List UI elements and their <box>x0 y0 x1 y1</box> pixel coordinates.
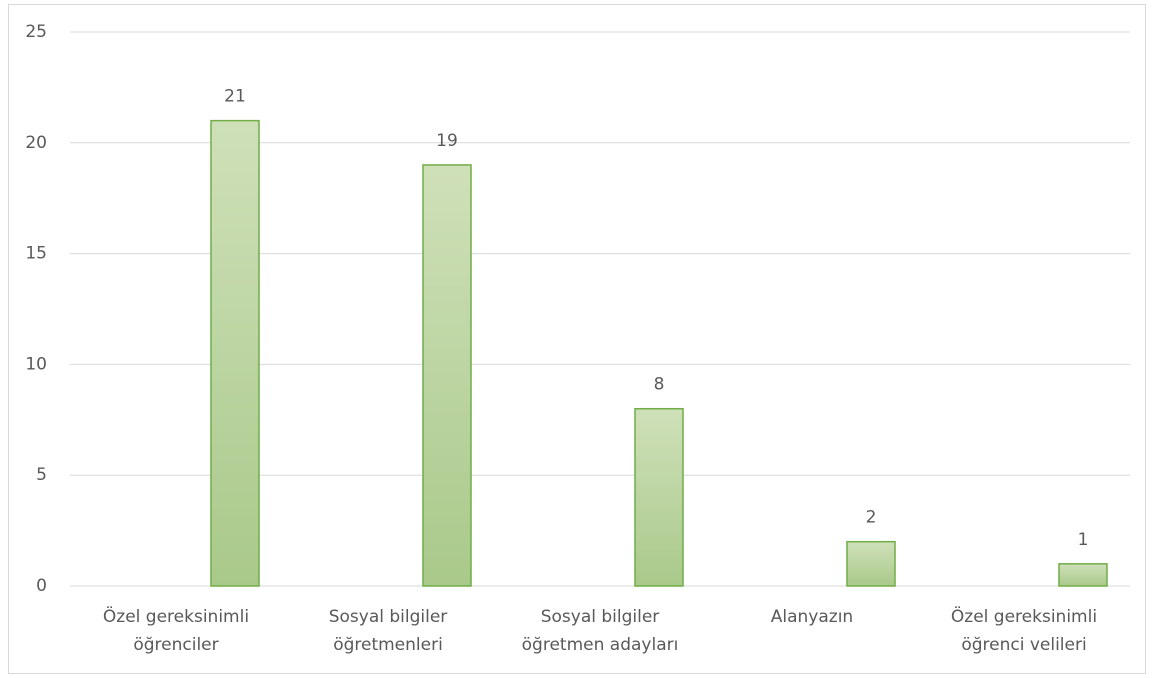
bar <box>1058 563 1108 587</box>
x-tick-label: Alanyazın <box>771 607 853 627</box>
bar <box>210 119 260 587</box>
y-tick-label: 5 <box>36 465 47 485</box>
x-tick-label: öğretmenleri <box>333 635 443 655</box>
bar <box>846 540 896 587</box>
x-tick-label: Sosyal bilgiler <box>541 607 660 627</box>
bar <box>422 164 472 587</box>
bar <box>634 407 684 587</box>
y-tick-label: 0 <box>36 576 47 596</box>
x-tick-label: öğrenci velileri <box>961 635 1086 655</box>
x-tick-label: Özel gereksinimli <box>951 605 1097 627</box>
x-tick-label: öğrenciler <box>133 635 218 655</box>
y-tick-label: 15 <box>25 244 47 264</box>
y-tick-label: 20 <box>25 133 47 153</box>
y-tick-label: 25 <box>25 22 47 42</box>
chart-border <box>8 4 1146 674</box>
y-tick-label: 10 <box>25 354 47 374</box>
x-tick-label: öğretmen adayları <box>522 635 679 655</box>
data-label: 1 <box>1078 530 1089 550</box>
data-label: 19 <box>436 131 458 151</box>
x-tick-label: Özel gereksinimli <box>103 605 249 627</box>
data-label: 2 <box>866 508 877 528</box>
data-label: 21 <box>224 87 246 107</box>
x-tick-label: Sosyal bilgiler <box>329 607 448 627</box>
data-label: 8 <box>654 375 665 395</box>
